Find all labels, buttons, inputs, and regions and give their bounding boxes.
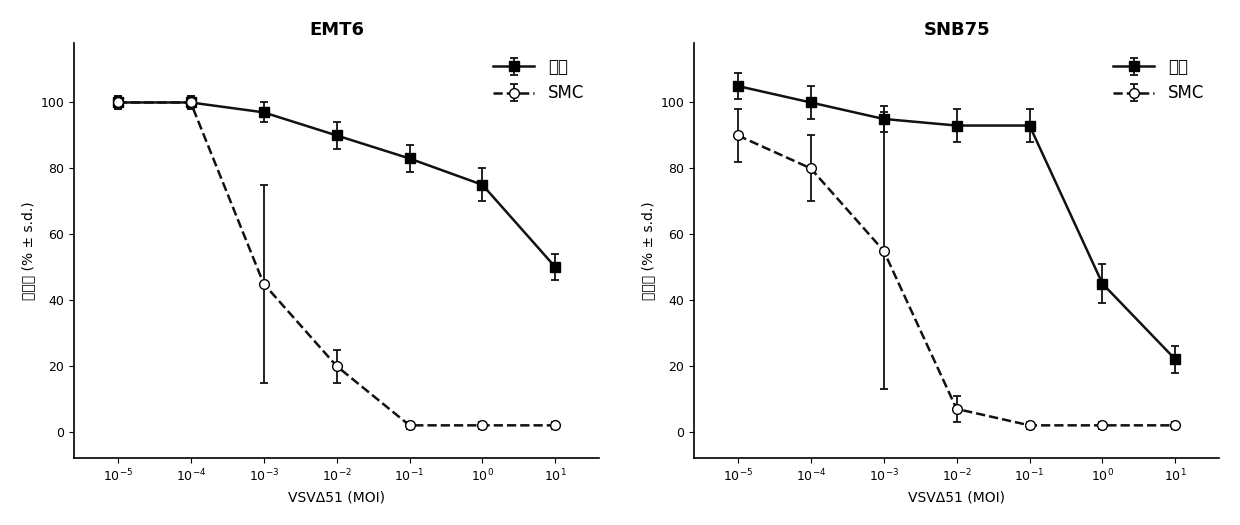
X-axis label: VSVΔ51 (MOI): VSVΔ51 (MOI) [908,490,1006,504]
X-axis label: VSVΔ51 (MOI): VSVΔ51 (MOI) [288,490,386,504]
Legend: 载体, SMC: 载体, SMC [486,51,590,109]
Legend: 载体, SMC: 载体, SMC [1106,51,1210,109]
Title: SNB75: SNB75 [924,21,990,39]
Y-axis label: 活细胞 (% ± s.d.): 活细胞 (% ± s.d.) [21,202,35,300]
Y-axis label: 活细胞 (% ± s.d.): 活细胞 (% ± s.d.) [641,202,655,300]
Title: EMT6: EMT6 [309,21,365,39]
